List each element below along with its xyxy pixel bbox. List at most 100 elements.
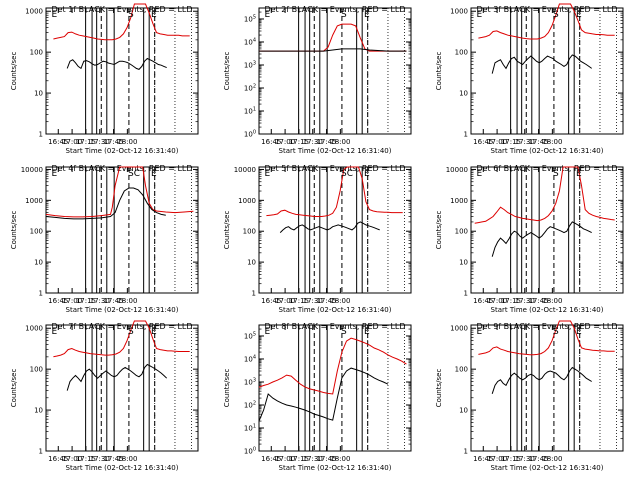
y-tick-label: 100 (455, 228, 468, 236)
y-tick-label: 1000 (25, 325, 43, 333)
y-axis-label: Counts/sec (10, 369, 18, 408)
x-tick-label: 17:30 (90, 297, 110, 305)
x-tick-label: 17:45 (103, 297, 123, 305)
lld-series-line (478, 3, 615, 40)
y-tick-label: 10000 (446, 166, 468, 174)
panel-marker-label: E (52, 327, 58, 337)
y-tick-label: 1 (39, 448, 43, 456)
x-tick-label: 17:15 (76, 297, 96, 305)
y-axis-label: Counts/sec (10, 52, 18, 91)
x-tick-label: 17:00 (62, 297, 82, 305)
y-axis-label: Counts/sec (223, 369, 231, 408)
x-tick-label: 17:30 (303, 455, 323, 463)
panel-marker-label: E (576, 10, 582, 20)
x-tick-label: 17:30 (90, 455, 110, 463)
x-tick-label: 17:15 (501, 297, 521, 305)
x-tick-label: 17:00 (487, 138, 507, 146)
plot-frame (45, 7, 199, 135)
y-axis-label: Counts/sec (435, 211, 443, 250)
panel-marker-label: E (477, 10, 483, 20)
x-tick-label: 16:45 (48, 297, 68, 305)
events-series-line (258, 367, 389, 422)
events-series-line (66, 363, 168, 391)
panel-marker-label: E (576, 327, 582, 337)
x-tick-label: 17:45 (103, 138, 123, 146)
y-tick-label: 1 (252, 290, 256, 298)
y-tick-label: 100 (244, 447, 256, 456)
x-tick-label: 17:45 (528, 297, 548, 305)
y-tick-label: 10 (459, 407, 468, 415)
x-tick-label: 17:45 (316, 138, 336, 146)
detector-panel-2: Det 2f BLACK = Events, RED = LLD Counts/s… (223, 5, 412, 155)
y-tick-label: 100 (244, 130, 256, 139)
plot-frame (470, 166, 624, 294)
y-tick-label: 10 (459, 90, 468, 98)
y-tick-label: 105 (244, 331, 256, 340)
x-axis-label: Start Time (02-Oct-12 16:31:40) (491, 464, 604, 472)
y-tick-label: 103 (244, 60, 256, 69)
y-tick-label: 1 (39, 290, 43, 298)
events-series-line (491, 366, 592, 394)
x-tick-label: 17:30 (515, 297, 535, 305)
events-series-line (66, 57, 167, 70)
plot-frame (258, 166, 412, 294)
y-tick-label: 1 (464, 131, 468, 139)
x-tick-label: 17:15 (76, 455, 96, 463)
y-tick-label: 101 (244, 423, 256, 432)
panel-title: Det 8f BLACK = Events, RED = LLD (264, 322, 405, 331)
y-axis-label: Counts/sec (435, 52, 443, 91)
lld-series-line (53, 320, 190, 358)
x-axis-label: Start Time (02-Oct-12 16:31:40) (66, 147, 179, 155)
panel-marker-label: E (364, 169, 370, 179)
panel-marker-label: E (477, 327, 483, 337)
y-tick-label: 10 (34, 90, 43, 98)
y-tick-label: 1000 (25, 8, 43, 16)
y-tick-label: 1000 (25, 197, 43, 205)
y-tick-label: 104 (244, 37, 256, 46)
x-tick-label: 18:00 (330, 138, 350, 146)
panel-marker-label: E (364, 10, 370, 20)
lld-series-line (259, 23, 407, 52)
y-tick-label: 100 (455, 366, 468, 374)
x-tick-label: 18:00 (117, 455, 137, 463)
x-tick-label: 17:45 (103, 455, 123, 463)
x-axis-label: Start Time (02-Oct-12 16:31:40) (279, 464, 392, 472)
lld-series-line (258, 337, 407, 395)
y-tick-label: 1 (464, 290, 468, 298)
panel-marker-label: E (265, 169, 271, 179)
panel-title: Det 4f BLACK = Events, RED = LLD (51, 164, 192, 173)
x-axis-label: Start Time (02-Oct-12 16:31:40) (66, 306, 179, 314)
plot-frame (470, 7, 624, 135)
plot-frame (258, 324, 412, 452)
y-tick-label: 1000 (238, 197, 256, 205)
x-axis-label: Start Time (02-Oct-12 16:31:40) (279, 147, 392, 155)
x-tick-label: 18:00 (330, 455, 350, 463)
panel-title: Det 5f BLACK = Events, RED = LLD (264, 164, 405, 173)
y-tick-label: 100 (30, 228, 43, 236)
x-tick-label: 16:45 (48, 455, 68, 463)
panel-marker-label: E (52, 169, 58, 179)
panel-title: Det 3f BLACK = Events, RED = LLD (476, 5, 617, 14)
x-tick-label: 18:00 (542, 138, 562, 146)
y-tick-label: 1000 (450, 325, 468, 333)
x-tick-label: 17:30 (515, 138, 535, 146)
y-tick-label: 1 (464, 448, 468, 456)
x-tick-label: 17:00 (62, 455, 82, 463)
panel-marker-label: SC (341, 169, 353, 179)
x-tick-label: 17:00 (487, 455, 507, 463)
panel-marker-label: S (341, 10, 347, 20)
panel-marker-label: E (151, 10, 157, 20)
x-tick-label: 17:00 (275, 297, 295, 305)
x-tick-label: 17:00 (62, 138, 82, 146)
detector-panel-6: Det 6f BLACK = Events, RED = LLD Counts/s… (435, 164, 624, 314)
panel-marker-label: E (52, 10, 58, 20)
panel-marker-label: S (341, 327, 347, 337)
y-tick-label: 10 (34, 407, 43, 415)
panel-marker-label: S (553, 169, 559, 179)
x-tick-label: 17:45 (528, 455, 548, 463)
y-tick-label: 101 (244, 106, 256, 115)
x-tick-label: 17:30 (515, 455, 535, 463)
y-tick-label: 10 (459, 259, 468, 267)
panel-title: Det 2f BLACK = Events, RED = LLD (264, 5, 405, 14)
y-tick-label: 100 (455, 49, 468, 57)
